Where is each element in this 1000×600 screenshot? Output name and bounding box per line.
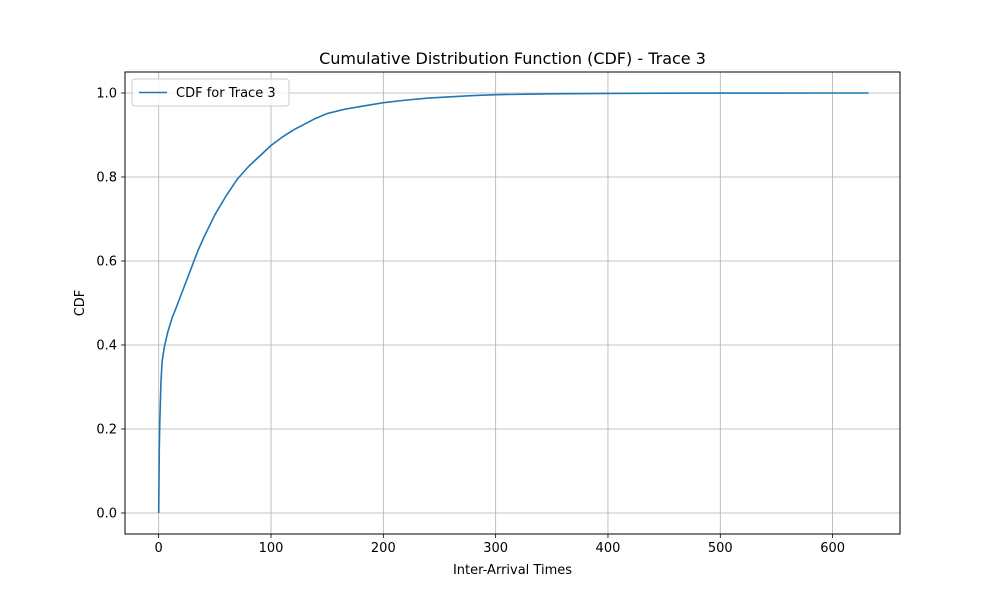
x-axis-title: Inter-Arrival Times (453, 563, 572, 578)
plot-lines (157, 92, 869, 514)
chart-title: Cumulative Distribution Function (CDF) -… (319, 49, 706, 68)
x-tick-label: 600 (820, 541, 845, 556)
y-tick-label: 0.0 (96, 507, 117, 522)
ticks: 0 100 200 300 400 500 600 0.0 0.2 0.4 0.6 0.8 1.0 (96, 87, 845, 557)
x-tick-label: 100 (259, 541, 284, 556)
x-tick-label: 500 (708, 541, 733, 556)
y-tick-label: 0.6 (96, 255, 117, 270)
y-tick-label: 0.2 (96, 423, 117, 438)
x-tick-label: 200 (371, 541, 396, 556)
axes-frame (124, 71, 901, 535)
y-tick-label: 0.4 (96, 339, 117, 354)
y-tick-label: 1.0 (96, 87, 117, 102)
grid (125, 72, 900, 534)
legend-box (131, 78, 290, 107)
legend: CDF for Trace 3 (131, 78, 290, 107)
legend-label: CDF for Trace 3 (176, 86, 276, 101)
x-tick-label: 300 (483, 541, 508, 556)
series-line (157, 92, 869, 514)
x-tick-label: 0 (155, 541, 163, 556)
x-tick-label: 400 (596, 541, 621, 556)
y-axis-title: CDF (73, 290, 88, 317)
y-tick-label: 0.8 (96, 171, 117, 186)
